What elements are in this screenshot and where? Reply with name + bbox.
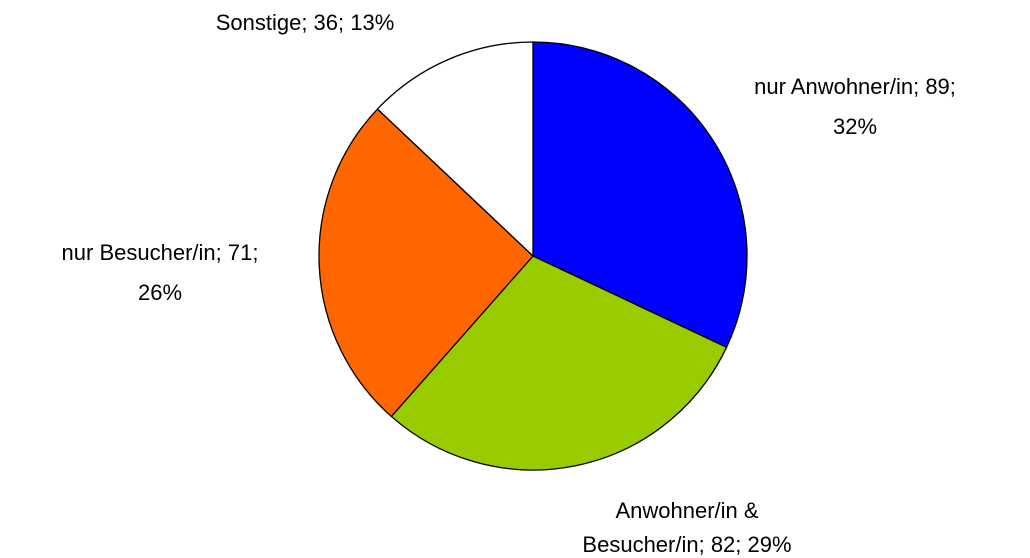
- data-label: nur Besucher/in; 71;: [62, 240, 259, 265]
- pie-slice: [318, 108, 534, 418]
- data-label: Besucher/in; 82; 29%: [582, 532, 791, 557]
- data-label: 26%: [138, 280, 182, 305]
- pie-slice: [390, 255, 728, 471]
- data-label: 32%: [833, 114, 877, 139]
- pie-slice: [532, 41, 748, 349]
- pie-slice: [376, 41, 534, 258]
- data-label: nur Anwohner/in; 89;: [754, 74, 956, 99]
- data-label: Sonstige; 36; 13%: [216, 10, 395, 35]
- data-label: Anwohner/in &: [615, 498, 758, 523]
